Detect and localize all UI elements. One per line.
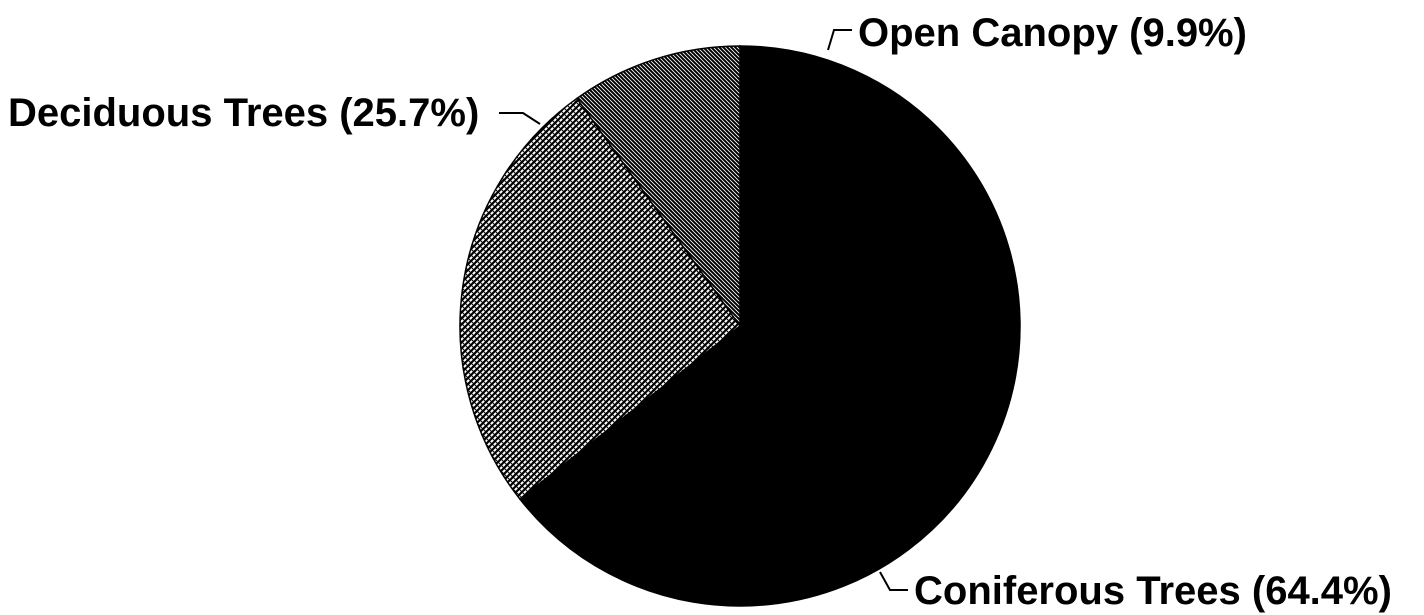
pie-slice-open-canopy <box>575 45 741 329</box>
pie-labels: Coniferous Trees (64.4%) Deciduous Trees… <box>8 11 1392 613</box>
coniferous-leader-line <box>879 571 908 591</box>
deciduous-label: Deciduous Trees (25.7%) <box>8 91 479 135</box>
deciduous-leader-line <box>499 112 541 125</box>
coniferous-label: Coniferous Trees (64.4%) <box>914 569 1392 613</box>
pie-slices <box>459 45 1021 607</box>
pie-slice-deciduous-trees <box>459 97 742 501</box>
pie-slice-coniferous-trees <box>518 45 1021 607</box>
open-canopy-label: Open Canopy (9.9%) <box>858 11 1247 55</box>
open-canopy-leader-line <box>827 29 852 51</box>
